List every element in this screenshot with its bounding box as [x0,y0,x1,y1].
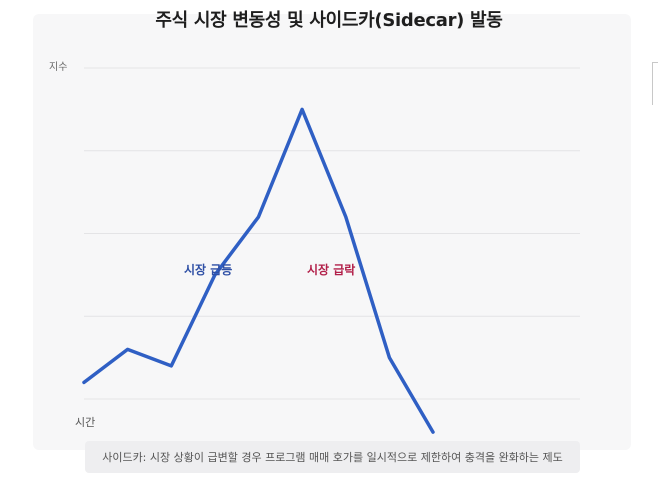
edge-glyph [652,62,658,105]
x-axis-label: 시간 [75,416,96,429]
chart-title: 주식 시장 변동성 및 사이드카(Sidecar) 발동 [155,10,503,31]
y-axis-label: 지수 [49,62,68,73]
annotation-surge: 시장 급등 [184,263,232,277]
chart-panel [33,14,631,450]
series-line-0 [82,107,435,434]
annotation-plunge: 시장 급락 [307,263,355,277]
chart-caption: 사이드카: 시장 상황이 급변할 경우 프로그램 매매 호가를 일시적으로 제한… [85,441,580,473]
